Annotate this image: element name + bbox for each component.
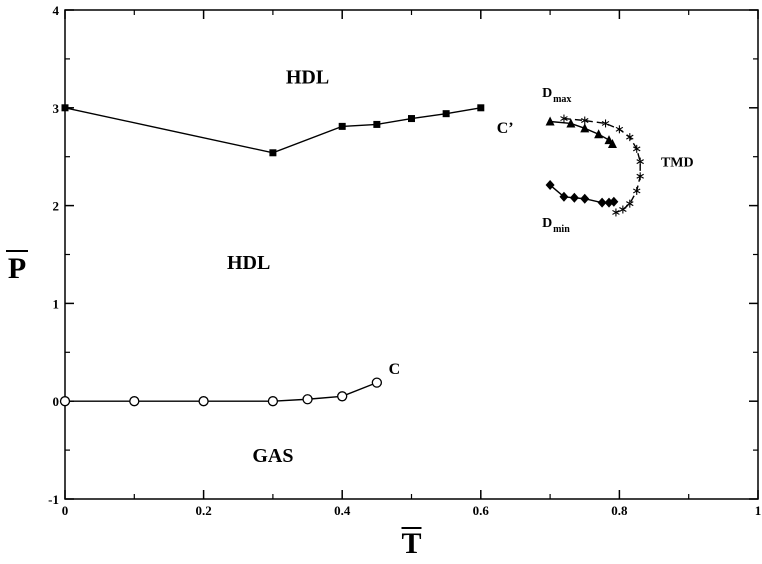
plot-frame [64,9,759,500]
point-label: TMD [661,155,694,170]
data-point-asterisk [619,205,627,214]
y-tick-label: 1 [53,296,60,311]
y-tick-label: 3 [53,101,60,116]
data-point-square [269,149,277,157]
data-point-asterisk [632,186,641,195]
data-point-asterisk [632,144,641,153]
data-point-square [408,115,415,123]
x-tick-label: 0.6 [473,503,490,518]
series-line-circle [65,381,378,402]
data-point-circle [59,396,71,407]
x-tick-label: 1 [755,503,762,518]
region-label: HDL [227,252,270,274]
point-label: C’ [497,120,514,137]
data-point-triangle [566,118,576,128]
data-point-square [338,122,346,130]
series-line-square [64,107,481,154]
data-point-asterisk [601,119,610,128]
data-point-diamond [545,180,555,191]
data-point-diamond [559,191,569,202]
data-point-circle [337,391,348,402]
data-point-diamond [580,193,590,204]
data-point-circle [129,396,140,407]
data-point-circle [267,396,279,407]
data-point-asterisk [560,114,568,123]
annotation-label: D [542,86,552,101]
data-point-circle [302,394,313,405]
data-point-diamond [569,192,579,203]
data-point-square [373,120,381,128]
point-label: C [389,361,401,378]
y-tick-label: -1 [48,492,59,507]
y-tick-label: 4 [53,3,60,18]
data-point-diamond [597,197,607,208]
x-tick-label: 0 [62,503,69,518]
region-label: HDL [286,66,329,88]
data-point-asterisk [626,199,634,208]
x-tick-label: 0.8 [611,503,628,518]
x-axis-label: T [401,527,421,560]
data-point-asterisk [636,172,644,181]
series-line-asterisk [563,117,641,214]
y-tick-label: 0 [53,394,60,409]
data-point-asterisk [636,157,644,166]
annotation-subscript: max [553,94,571,105]
data-point-triangle [594,129,604,139]
annotation-label: D [542,216,552,231]
annotation-subscript: min [553,224,570,235]
data-point-circle [198,396,209,407]
data-point-asterisk [626,133,634,142]
region-label: GAS [252,445,293,467]
x-tick-label: 0.2 [195,503,211,518]
data-point-asterisk [581,116,589,125]
data-point-circle [371,377,383,388]
data-point-square [61,104,69,112]
data-point-triangle [580,123,590,133]
data-point-square [442,110,450,118]
data-point-asterisk [612,208,620,217]
data-point-square [477,104,485,112]
data-point-triangle [545,116,555,126]
data-point-asterisk [615,125,624,134]
y-axis-label: P [8,252,26,285]
data-point-diamond [609,196,619,207]
data-point-triangle [607,138,617,148]
y-tick-label: 2 [53,199,60,214]
x-tick-label: 0.4 [334,503,351,518]
